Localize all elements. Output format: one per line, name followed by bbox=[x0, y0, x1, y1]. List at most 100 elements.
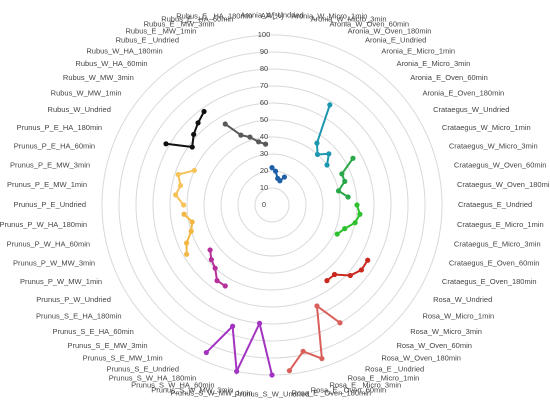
r-tick-label: 70 bbox=[260, 81, 268, 90]
category-label: Rubus_E _MW_1min bbox=[125, 27, 196, 36]
point bbox=[277, 178, 283, 184]
category-label: Crataegus_E_Micro_3min bbox=[454, 239, 541, 248]
category-label: Crataegus_W_Micro_3min bbox=[449, 141, 538, 150]
point bbox=[314, 303, 320, 309]
category-label: Crataegus_W_Micro_1min bbox=[442, 123, 531, 132]
point bbox=[342, 226, 348, 232]
category-label: Rubus_E _Undried bbox=[116, 36, 179, 45]
category-label: Prunus_S_W_HA_60min bbox=[131, 380, 214, 389]
point bbox=[272, 168, 279, 174]
point bbox=[189, 144, 195, 150]
r-tick-label: 90 bbox=[260, 47, 268, 56]
r-tick-label: 50 bbox=[260, 115, 268, 124]
category-label: Crataegus_E_Undried bbox=[458, 200, 532, 209]
category-label: Prunus_P_E_MW_3min bbox=[10, 161, 90, 170]
category-label: Crataegus_E_Micro_1min bbox=[457, 220, 544, 229]
grid-ring bbox=[152, 85, 392, 325]
grid-ring bbox=[169, 102, 375, 308]
category-label: Prunus_P_E_MW_1min bbox=[7, 180, 87, 189]
point bbox=[191, 167, 197, 174]
point bbox=[212, 265, 218, 271]
point bbox=[335, 188, 342, 194]
category-label: Aronia_W_Oven_60min bbox=[329, 20, 409, 29]
point bbox=[358, 267, 364, 273]
category-label: Rosa_W_Oven_60min bbox=[396, 341, 471, 350]
category-label: Prunus_P_E_Undried bbox=[13, 200, 86, 209]
category-label: Rubus_W_HA_180min bbox=[86, 46, 162, 55]
category-label: Prunus_S_W_MW_3min bbox=[151, 386, 233, 395]
category-label: Rosa_E _Oven_180min bbox=[291, 389, 371, 398]
category-label: Rosa_W_Micro_1min bbox=[422, 311, 494, 320]
grid-ring bbox=[254, 187, 290, 223]
point bbox=[163, 141, 169, 147]
point bbox=[173, 192, 179, 198]
category-label: Crataegus_W_Oven_60min bbox=[454, 161, 547, 170]
category-label: Rubus_W_Undried bbox=[48, 105, 111, 114]
point bbox=[207, 247, 213, 253]
point bbox=[188, 228, 194, 234]
point bbox=[201, 108, 207, 115]
category-label: Crataegus_E_Oven_180min bbox=[442, 277, 537, 286]
category-label: Prunus_P_W_Undried bbox=[36, 295, 111, 304]
point bbox=[203, 349, 209, 356]
point bbox=[365, 257, 371, 263]
category-label: Prunus_P_E_HA_180min bbox=[17, 123, 102, 132]
category-label: Crataegus_W_Undried bbox=[433, 105, 509, 114]
point bbox=[208, 257, 214, 263]
category-label: Aronia_W_Undried bbox=[240, 10, 303, 19]
grid-ring bbox=[135, 68, 409, 342]
category-label: Aronia_W_Micro_3min bbox=[311, 14, 387, 23]
point bbox=[286, 368, 293, 374]
point bbox=[269, 165, 275, 171]
point bbox=[324, 278, 330, 284]
category-label: Prunus_P_W_MW_1min bbox=[20, 277, 102, 286]
point bbox=[234, 368, 240, 374]
point bbox=[195, 120, 201, 126]
r-tick-label: 0 bbox=[262, 200, 266, 209]
grid-ring bbox=[203, 136, 341, 274]
point bbox=[314, 151, 321, 158]
r-tick-label: 10 bbox=[260, 183, 268, 192]
point bbox=[184, 251, 190, 257]
point bbox=[214, 278, 220, 284]
point bbox=[314, 140, 320, 146]
point bbox=[352, 220, 358, 226]
point bbox=[281, 174, 288, 180]
point bbox=[345, 194, 351, 200]
category-label: Rubus_E _HA_60min bbox=[161, 14, 233, 23]
category-label: Aronia_E_Micro_1min bbox=[381, 46, 455, 55]
category-label: Rosa_W_Micro_3min bbox=[410, 327, 482, 336]
category-label: Prunus_S_W_Undried bbox=[235, 390, 310, 399]
category-label: Prunus_S_E_HA_180min bbox=[36, 311, 121, 320]
category-label: Crataegus_E_Oven_60min bbox=[449, 259, 539, 268]
r-tick-label: 60 bbox=[260, 98, 268, 107]
point bbox=[263, 141, 269, 147]
category-label: Prunus_S_E_MW_1min bbox=[83, 353, 163, 362]
point bbox=[342, 178, 348, 184]
point bbox=[324, 162, 330, 168]
category-label: Aronia_E_Undried bbox=[365, 36, 426, 45]
point bbox=[191, 131, 197, 138]
category-label: Aronia_W_Oven_180min bbox=[348, 27, 432, 36]
point bbox=[319, 355, 325, 362]
r-tick-label: 100 bbox=[258, 30, 271, 39]
point bbox=[347, 272, 353, 279]
category-label: Prunus_S_E_Undried bbox=[106, 364, 179, 373]
category-label: Prunus_P_E_HA_60min bbox=[14, 141, 95, 150]
category-label: Aronia_E_Oven_60min bbox=[410, 73, 488, 82]
point bbox=[175, 171, 181, 178]
category-label: Rubus_E _HA_180min bbox=[176, 11, 252, 20]
category-label: Rubus_W_MW_3min bbox=[63, 73, 134, 82]
point bbox=[222, 283, 228, 289]
point bbox=[256, 320, 263, 326]
point bbox=[326, 151, 332, 157]
point bbox=[255, 139, 262, 145]
r-tick-label: 30 bbox=[260, 149, 268, 158]
point bbox=[357, 211, 363, 217]
point bbox=[238, 132, 244, 138]
category-label: Rubus_W_MW_1min bbox=[51, 88, 122, 97]
point bbox=[183, 240, 190, 246]
category-label: Rosa_W_Undried bbox=[433, 295, 492, 304]
point bbox=[222, 121, 228, 127]
